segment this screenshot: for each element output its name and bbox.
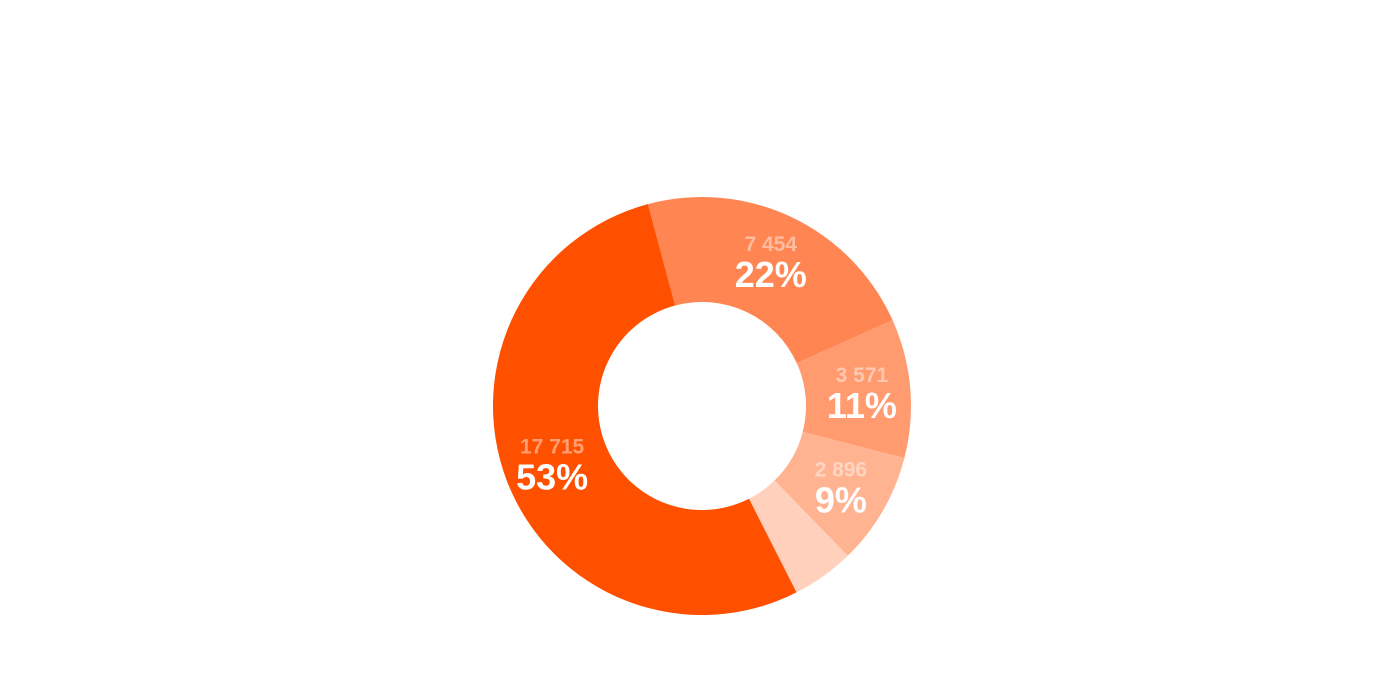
slice-percent-label-1: 11%: [827, 385, 897, 426]
slice-percent-label-4: 53%: [516, 456, 588, 497]
slice-value-label-2: 2 896: [815, 458, 868, 481]
slice-value-label-1: 3 571: [836, 364, 889, 387]
donut-slice-0[interactable]: [647, 196, 893, 364]
slice-percent-label-2: 9%: [815, 479, 867, 520]
donut-slice-3[interactable]: [749, 480, 848, 593]
donut-slice-2[interactable]: [774, 431, 905, 556]
donut-slice-4[interactable]: [493, 204, 797, 615]
slice-percent-label-0: 22%: [735, 254, 807, 295]
slice-value-label-4: 17 715: [520, 435, 585, 458]
slice-value-label-0: 7 454: [744, 233, 797, 256]
donut-slice-1[interactable]: [796, 320, 911, 459]
